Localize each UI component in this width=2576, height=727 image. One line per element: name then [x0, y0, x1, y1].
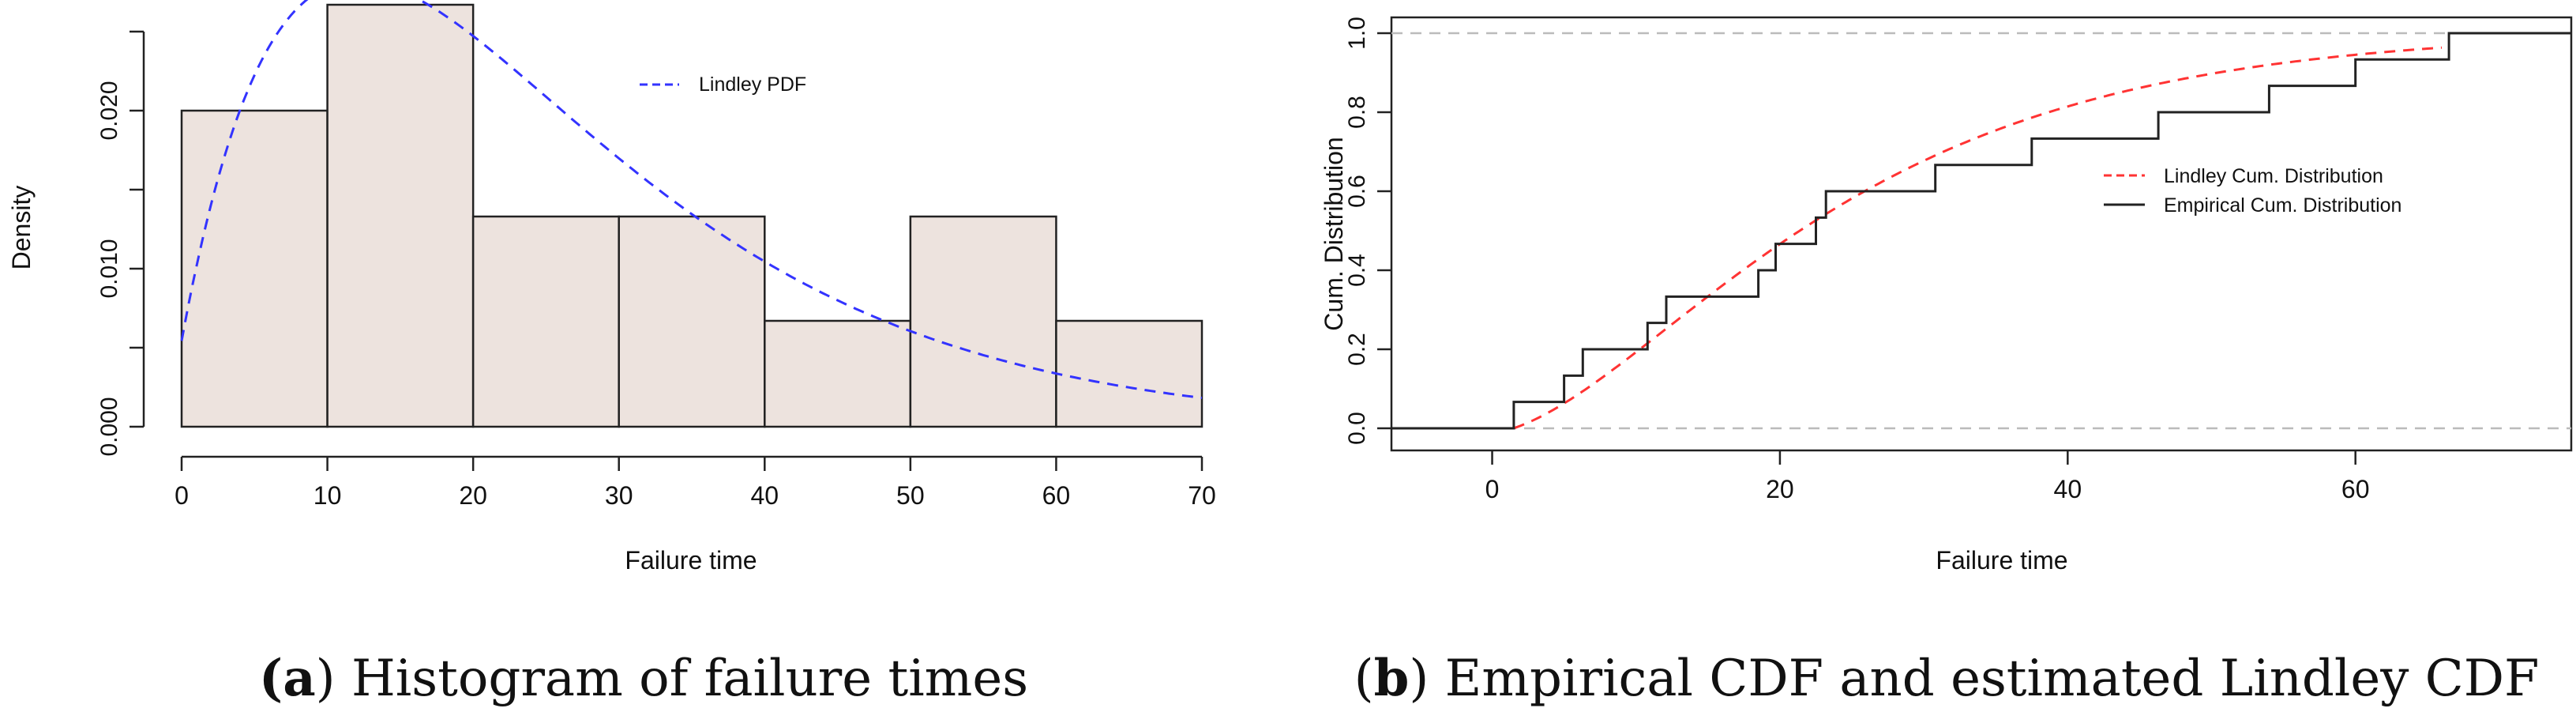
b-legend: Lindley Cum. Distribution Empirical Cum.… — [2104, 165, 2401, 217]
a-bars — [180, 3, 1204, 428]
a-axes: 0 10 20 30 40 50 60 70 0.000 0.010 0.020 — [96, 30, 1216, 510]
a-y-tick-label: 0.020 — [96, 81, 122, 140]
a-x-tick-label: 60 — [1042, 481, 1071, 510]
a-x-tick-label: 50 — [896, 481, 925, 510]
b-plot-box — [1390, 16, 2573, 452]
a-x-tick-label: 30 — [605, 481, 633, 510]
b-x-axis-label: Failure time — [1936, 546, 2067, 574]
a-histogram-bar — [471, 215, 620, 428]
panel-a-histogram: 0 10 20 30 40 50 60 70 0.000 0.010 0.020 Lindley P… — [7, 0, 1216, 574]
a-histogram-bar — [180, 109, 329, 428]
b-x-tick-label: 0 — [1485, 475, 1500, 503]
b-legend-label-empirical-cdf: Empirical Cum. Distribution — [2164, 194, 2401, 217]
a-y-tick-label: 0.000 — [96, 397, 122, 456]
b-x-tick-label: 20 — [1766, 475, 1794, 503]
a-x-tick-label: 0 — [175, 481, 189, 510]
caption-b: (b) Empirical CDF and estimated Lindley … — [1354, 649, 2540, 708]
b-x-tick-label: 60 — [2341, 475, 2370, 503]
a-x-tick-label: 70 — [1188, 481, 1216, 510]
a-histogram-bar — [764, 319, 912, 428]
a-y-tick-label: 0.010 — [96, 239, 122, 298]
b-legend-label-lindley-cdf: Lindley Cum. Distribution — [2164, 165, 2383, 187]
a-legend: Lindley PDF — [640, 73, 806, 96]
caption-b-text: Empirical CDF and estimated Lindley CDF — [1445, 650, 2540, 708]
caption-a: (a) Histogram of failure times — [259, 649, 1028, 708]
b-reference-lines — [1391, 32, 2571, 430]
caption-a-label: a — [283, 649, 315, 708]
a-histogram-bar — [1055, 319, 1204, 428]
a-histogram-bar — [618, 215, 766, 428]
b-y-tick-label: 1.0 — [1344, 17, 1370, 50]
a-x-axis-label: Failure time — [625, 546, 757, 574]
a-y-axis-label: Density — [7, 186, 36, 270]
b-lindley-cdf-curve — [1513, 46, 2443, 430]
b-y-tick-label: 0.4 — [1344, 254, 1370, 287]
a-x-tick-label: 10 — [314, 481, 342, 510]
b-y-tick-label: 0.2 — [1344, 333, 1370, 366]
a-x-tick-label: 40 — [750, 481, 779, 510]
b-y-tick-label: 0.0 — [1344, 412, 1370, 445]
a-x-tick-label: 20 — [459, 481, 487, 510]
b-empirical-cdf-step — [1391, 32, 2571, 430]
a-lindley-pdf-curve — [180, 0, 1203, 399]
a-histogram-bar — [909, 215, 1057, 428]
b-x-tick-label: 40 — [2054, 475, 2082, 503]
a-histogram-bar — [326, 3, 475, 428]
b-y-tick-label: 0.6 — [1344, 175, 1370, 208]
a-legend-label-lindley-pdf: Lindley PDF — [699, 73, 806, 96]
panel-b-cdf: 0 20 40 60 0.0 0.2 0.4 0.6 0.8 1.0 Lindley Cum. D… — [1320, 16, 2573, 574]
caption-a-text: Histogram of failure times — [351, 650, 1028, 708]
b-axes: 0 20 40 60 0.0 0.2 0.4 0.6 0.8 1.0 — [1344, 17, 2370, 503]
caption-b-label: b — [1374, 649, 1410, 708]
b-y-tick-label: 0.8 — [1344, 96, 1370, 129]
b-y-axis-label: Cum. Distribution — [1320, 137, 1348, 330]
